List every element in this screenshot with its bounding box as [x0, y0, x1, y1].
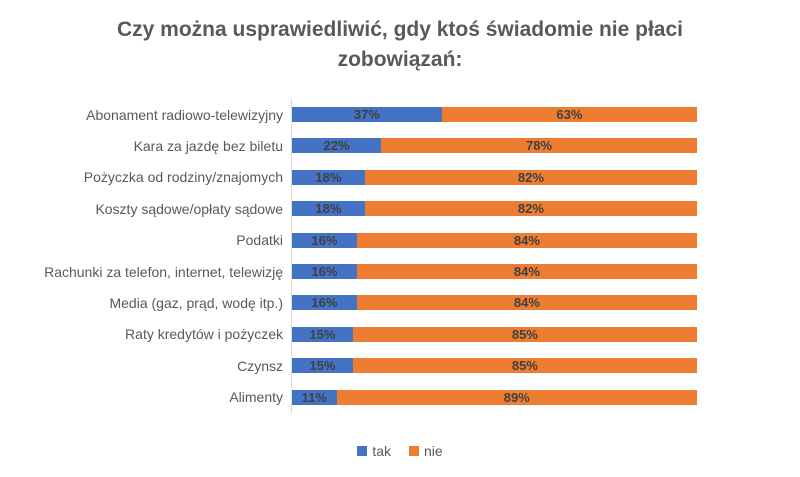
- chart-plot-area: Abonament radiowo-telewizyjny 37% 63% Kara …: [12, 98, 697, 413]
- bar-segment-nie[interactable]: 84%: [356, 264, 697, 280]
- bar-track: 15% 85%: [291, 350, 697, 382]
- value-label-tak: 18%: [315, 201, 342, 217]
- category-label: Czynsz: [237, 357, 283, 374]
- bar-row: Koszty sądowe/opłaty sądowe 18% 82%: [12, 193, 697, 225]
- bar-track: 16% 84%: [291, 255, 697, 288]
- bar-segment-tak[interactable]: 15%: [292, 326, 353, 342]
- bar-row: Rachunki za telefon, internet, telewizję…: [12, 255, 697, 288]
- bar-segment-nie[interactable]: 89%: [336, 389, 697, 405]
- bar-segment-tak[interactable]: 18%: [292, 201, 365, 217]
- bar-row: Podatki 16% 84%: [12, 224, 697, 256]
- bar-track: 11% 89%: [291, 381, 697, 413]
- category-label: Raty kredytów i pożyczek: [125, 326, 283, 343]
- value-label-nie: 84%: [513, 264, 540, 280]
- bar-row: Raty kredytów i pożyczek 15% 85%: [12, 318, 697, 350]
- chart-title: Czy można usprawiedliwić, gdy ktoś świad…: [117, 18, 683, 72]
- bar-row: Pożyczka od rodziny/znajomych 18% 82%: [12, 161, 697, 194]
- bar-segment-tak[interactable]: 16%: [292, 264, 357, 280]
- bar-row: Kara za jazdę bez biletu 22% 78%: [12, 130, 697, 162]
- bar-track: 16% 84%: [291, 224, 697, 256]
- value-label-tak: 16%: [311, 295, 338, 311]
- value-label-tak: 11%: [301, 389, 327, 405]
- legend-label-tak: tak: [372, 442, 391, 459]
- bar-segment-tak[interactable]: 16%: [292, 295, 357, 311]
- chart-legend: tak nie: [0, 443, 800, 459]
- value-label-nie: 84%: [513, 232, 540, 248]
- value-label-tak: 15%: [309, 358, 336, 374]
- bar-segment-nie[interactable]: 78%: [381, 138, 697, 154]
- bar-segment-tak[interactable]: 15%: [292, 358, 353, 374]
- value-label-tak: 22%: [323, 138, 350, 154]
- legend-item-tak[interactable]: tak: [357, 443, 391, 459]
- bar-segment-tak[interactable]: 18%: [292, 169, 365, 185]
- bar-segment-nie[interactable]: 82%: [364, 201, 697, 217]
- legend-item-nie[interactable]: nie: [409, 443, 443, 459]
- bar-track: 18% 82%: [291, 193, 697, 225]
- bar-row: Abonament radiowo-telewizyjny 37% 63%: [12, 98, 697, 131]
- bar-track: 22% 78%: [291, 130, 697, 162]
- value-label-tak: 18%: [315, 169, 342, 185]
- value-label-nie: 89%: [503, 389, 530, 405]
- bar-segment-tak[interactable]: 37%: [292, 107, 442, 123]
- bar-segment-tak[interactable]: 22%: [292, 138, 382, 154]
- bar-segment-nie[interactable]: 84%: [356, 295, 697, 311]
- value-label-tak: 15%: [309, 326, 336, 342]
- bar-track: 15% 85%: [291, 318, 697, 350]
- legend-swatch-tak: [357, 445, 368, 456]
- bar-segment-tak[interactable]: 11%: [292, 389, 337, 405]
- bar-track: 18% 82%: [291, 161, 697, 194]
- stacked-bar-chart: Abonament radiowo-telewizyjny 37% 63% Kara …: [12, 98, 697, 413]
- bar-row: Alimenty 11% 89%: [12, 381, 697, 413]
- value-label-tak: 16%: [311, 232, 338, 248]
- value-label-nie: 84%: [513, 295, 540, 311]
- legend-label-nie: nie: [424, 442, 443, 459]
- bar-segment-nie[interactable]: 63%: [441, 107, 697, 123]
- value-label-tak: 37%: [353, 107, 380, 123]
- bar-row: Czynsz 15% 85%: [12, 350, 697, 382]
- bar-segment-nie[interactable]: 85%: [352, 358, 697, 374]
- bar-segment-nie[interactable]: 84%: [356, 232, 697, 248]
- category-label: Podatki: [236, 232, 283, 249]
- bar-segment-tak[interactable]: 16%: [292, 232, 357, 248]
- category-label: Alimenty: [229, 389, 283, 406]
- category-label: Rachunki za telefon, internet, telewizję: [44, 263, 283, 280]
- bar-row: Media (gaz, prąd, wodę itp.) 16% 84%: [12, 287, 697, 319]
- bar-segment-nie[interactable]: 82%: [364, 169, 697, 185]
- value-label-nie: 85%: [511, 358, 538, 374]
- value-label-nie: 82%: [517, 201, 544, 217]
- bar-track: 16% 84%: [291, 287, 697, 319]
- legend-swatch-nie: [409, 445, 419, 456]
- category-label: Media (gaz, prąd, wodę itp.): [109, 294, 283, 311]
- bar-segment-nie[interactable]: 85%: [352, 326, 697, 342]
- category-label: Koszty sądowe/opłaty sądowe: [95, 200, 283, 217]
- value-label-tak: 16%: [311, 264, 338, 280]
- category-label: Kara za jazdę bez biletu: [133, 137, 283, 154]
- category-label: Pożyczka od rodziny/znajomych: [83, 169, 283, 186]
- value-label-nie: 85%: [511, 326, 538, 342]
- bar-track: 37% 63%: [291, 98, 697, 131]
- value-label-nie: 78%: [526, 138, 553, 154]
- value-label-nie: 63%: [556, 107, 583, 123]
- category-label: Abonament radiowo-telewizyjny: [86, 106, 283, 123]
- value-label-nie: 82%: [517, 169, 544, 185]
